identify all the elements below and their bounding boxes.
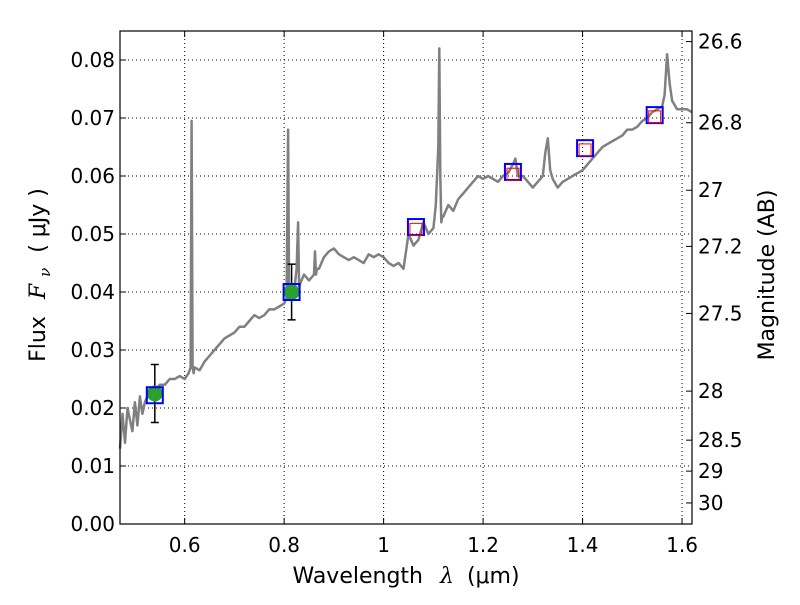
observed-point bbox=[283, 284, 300, 300]
x-axis-label-text: Wavelength bbox=[292, 564, 423, 589]
spectrum-line bbox=[118, 47, 693, 449]
y-tick-label: 0.04 bbox=[70, 280, 115, 304]
y2-tick-label: 26.8 bbox=[698, 111, 743, 135]
model-point-square bbox=[145, 386, 164, 405]
y-tick-label: 0.03 bbox=[70, 338, 115, 362]
model-point-inner-square bbox=[648, 110, 662, 124]
y-axis-label: Flux F ν ( μJy ) bbox=[26, 188, 56, 362]
y-axis-label-subscript: ν bbox=[36, 268, 54, 277]
x-tick-label: 1.2 bbox=[467, 533, 499, 557]
y2-tick-label: 27.2 bbox=[698, 234, 743, 258]
y-tick-label: 0.00 bbox=[70, 512, 115, 536]
y2-tick-label: 29 bbox=[698, 459, 723, 483]
y-tick-label: 0.01 bbox=[70, 454, 115, 478]
axis-layer: 0.6 0.8 1 1.2 1.4 1.6 0.00 0.01 0.02 0.03 0.04 0.05… bbox=[70, 30, 742, 557]
y2-tick-label: 28 bbox=[698, 379, 723, 403]
spectrum-layer bbox=[118, 47, 693, 449]
x-axis-label: Wavelength λ (μm) bbox=[292, 564, 519, 589]
x-axis-label-units: (μm) bbox=[467, 564, 520, 589]
x-tick-label: 1.4 bbox=[567, 533, 599, 557]
y-axis-label-units: ( μJy ) bbox=[26, 188, 51, 253]
points-layer bbox=[145, 106, 664, 424]
grid-layer bbox=[120, 31, 692, 525]
plot-frame bbox=[119, 30, 693, 525]
y-tick-label: 0.08 bbox=[70, 48, 115, 72]
y2-tick-label: 27 bbox=[698, 178, 723, 202]
observed-point bbox=[146, 385, 163, 402]
y2-tick-label: 26.6 bbox=[698, 30, 743, 54]
y2-tick-label: 27.5 bbox=[698, 301, 743, 325]
y2-tick-label: 28.5 bbox=[698, 428, 743, 452]
x-tick-label: 0.8 bbox=[268, 533, 300, 557]
x-tick-label: 1.6 bbox=[666, 533, 698, 557]
x-tick-label: 0.6 bbox=[169, 533, 201, 557]
x-tick-label: 1 bbox=[377, 533, 390, 557]
secondary-y-axis-label: Magnitude (AB) bbox=[755, 190, 780, 361]
y-tick-label: 0.02 bbox=[70, 396, 115, 420]
y-tick-label: 0.07 bbox=[70, 106, 115, 130]
y-axis-label-symbol: F bbox=[26, 283, 51, 300]
label-layer: Wavelength λ (μm) Flux F ν ( μJy ) Magni… bbox=[26, 188, 780, 589]
x-axis-label-symbol: λ bbox=[439, 564, 454, 589]
y-axis-label-text: Flux bbox=[26, 316, 51, 362]
model-point-inner-square bbox=[578, 143, 592, 157]
model-point-inner-square bbox=[506, 167, 520, 181]
y2-tick-label: 30 bbox=[698, 491, 723, 515]
model-point-inner-square bbox=[409, 222, 423, 236]
y-tick-label: 0.05 bbox=[70, 222, 115, 246]
y-tick-label: 0.06 bbox=[70, 164, 115, 188]
model-point-square bbox=[282, 283, 301, 301]
